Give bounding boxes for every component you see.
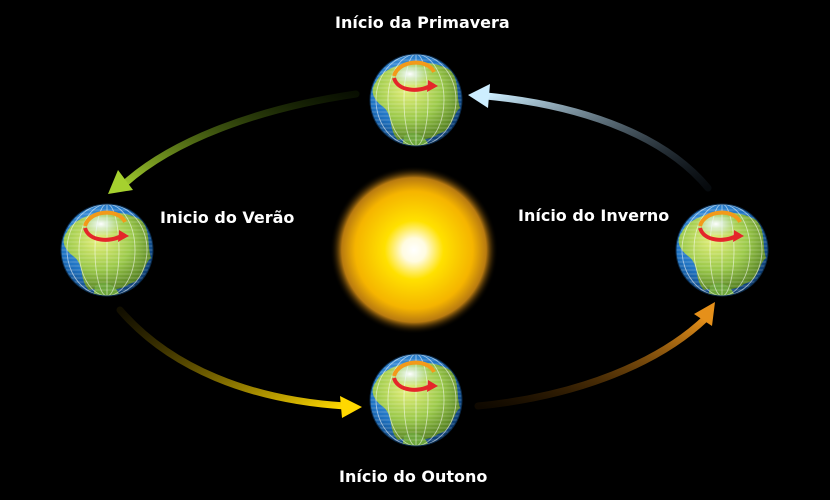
earth-globe-winter (672, 204, 772, 298)
sun-icon (330, 166, 498, 334)
arrow-spring-to-summer (108, 90, 360, 194)
label-spring: Início da Primavera (335, 13, 510, 32)
earth-globe-summer (57, 204, 157, 298)
arrow-autumn-to-winter (474, 302, 715, 410)
earth-globe-autumn (366, 354, 466, 448)
arrow-winter-to-spring (468, 84, 712, 192)
label-autumn: Início do Outono (339, 467, 488, 486)
label-summer: Inicio do Verão (160, 208, 295, 227)
earth-globe-spring (366, 54, 466, 148)
arrow-summer-to-autumn (116, 306, 362, 418)
label-winter: Início do Inverno (518, 206, 670, 225)
